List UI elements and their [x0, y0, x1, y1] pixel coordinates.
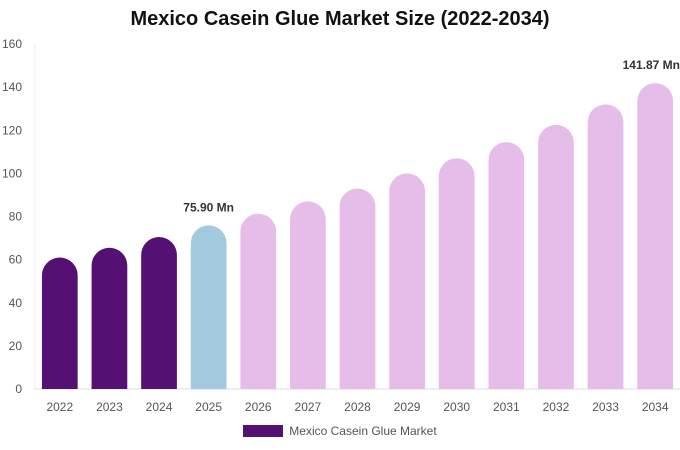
x-tick-label: 2028: [344, 400, 371, 414]
x-tick-label: 2029: [394, 400, 421, 414]
x-tick-label: 2030: [443, 400, 470, 414]
x-tick-label: 2034: [642, 400, 669, 414]
y-tick-label: 140: [2, 80, 22, 94]
bar-2025: [190, 225, 227, 389]
y-tick-label: 80: [9, 210, 23, 224]
legend-label: Mexico Casein Glue Market: [289, 424, 437, 438]
x-tick-label: 2026: [245, 400, 272, 414]
y-axis: 0 20 40 60 80 100 120 140 160: [2, 37, 22, 396]
x-tick-label: 2031: [493, 400, 520, 414]
bar-2031: [488, 142, 525, 389]
bar-2034: [637, 83, 674, 390]
y-tick-label: 0: [15, 382, 22, 396]
y-tick-label: 40: [9, 296, 23, 310]
bar-2028: [339, 188, 376, 389]
chart-title: Mexico Casein Glue Market Size (2022-203…: [130, 8, 550, 30]
bar-2030: [438, 158, 475, 389]
y-tick-label: 120: [2, 123, 22, 137]
x-tick-label: 2027: [295, 400, 322, 414]
y-tick-label: 100: [2, 166, 22, 180]
y-tick-label: 60: [9, 253, 23, 267]
bar-2024: [141, 236, 177, 389]
bar-2022: [41, 257, 78, 389]
y-tick-label: 160: [2, 37, 22, 51]
data-label-2034: 141.87 Mn: [623, 58, 680, 72]
legend: Mexico Casein Glue Market: [0, 424, 680, 438]
y-tick-label: 20: [9, 339, 23, 353]
bar-2033: [587, 104, 624, 389]
x-tick-label: 2023: [96, 400, 123, 414]
annotations: 75.90 Mn 141.87 Mn: [183, 58, 680, 214]
x-axis: 2022 2023 2024 2025 2026 2027 2028 2029 2030 2031…: [46, 400, 668, 414]
bar-2029: [389, 173, 425, 389]
x-tick-label: 2032: [543, 400, 570, 414]
bar-2032: [538, 124, 574, 389]
x-tick-label: 2022: [46, 400, 73, 414]
legend-swatch: [243, 425, 284, 437]
bar-2026: [240, 213, 277, 389]
bars: [41, 83, 674, 390]
x-tick-label: 2033: [592, 400, 619, 414]
x-tick-label: 2024: [146, 400, 173, 414]
data-label-2025: 75.90 Mn: [183, 200, 234, 214]
x-tick-label: 2025: [195, 400, 222, 414]
bar-2023: [91, 247, 128, 389]
bar-2027: [290, 201, 326, 389]
